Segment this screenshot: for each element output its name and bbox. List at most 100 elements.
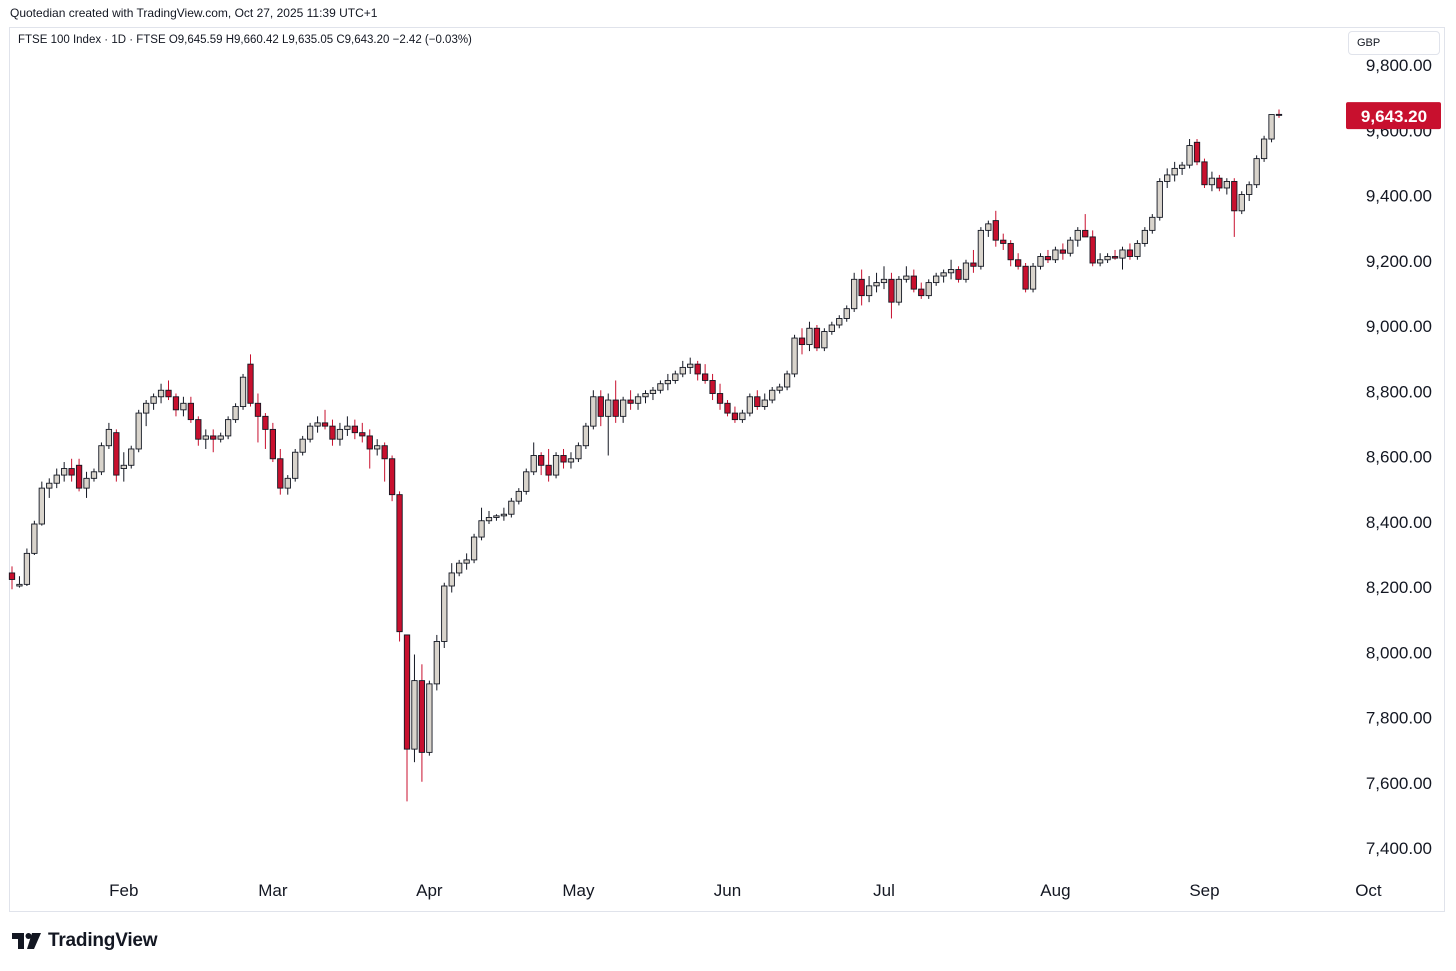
candle-body bbox=[1007, 242, 1014, 261]
candle-body bbox=[321, 422, 329, 427]
candle bbox=[269, 422, 276, 463]
candle bbox=[523, 468, 530, 495]
candle bbox=[299, 435, 306, 456]
candle-body bbox=[597, 396, 604, 417]
candle-body bbox=[754, 396, 761, 408]
candle bbox=[1208, 171, 1216, 192]
candle bbox=[754, 390, 761, 410]
candle-body bbox=[1000, 239, 1007, 244]
x-axis-tick-label: Sep bbox=[1189, 881, 1219, 900]
candle-body bbox=[783, 373, 791, 388]
candle-body bbox=[1044, 256, 1052, 261]
candle bbox=[560, 448, 567, 469]
candle bbox=[992, 210, 999, 247]
candle-body bbox=[16, 583, 23, 587]
candle bbox=[858, 269, 865, 306]
candle bbox=[851, 272, 858, 312]
y-axis-tick-label: 8,800.00 bbox=[1366, 382, 1432, 401]
candle-body bbox=[992, 220, 999, 241]
candle-body bbox=[53, 474, 60, 484]
candle bbox=[761, 393, 768, 410]
candle bbox=[232, 403, 239, 423]
candle bbox=[545, 448, 552, 482]
candle bbox=[746, 393, 753, 417]
candle-body bbox=[1193, 141, 1201, 163]
candle-body bbox=[1074, 229, 1081, 241]
candle-body bbox=[75, 464, 83, 489]
candle-body bbox=[664, 380, 671, 385]
candle-body bbox=[1156, 180, 1163, 218]
candle-body bbox=[1238, 194, 1245, 212]
candle bbox=[888, 272, 895, 319]
candle bbox=[217, 432, 224, 443]
candle bbox=[329, 419, 336, 446]
candle bbox=[247, 354, 254, 407]
candle bbox=[180, 396, 187, 417]
candle bbox=[1082, 214, 1089, 238]
candle-body bbox=[798, 337, 806, 346]
candle bbox=[381, 442, 388, 482]
candle-body bbox=[515, 490, 522, 502]
candle bbox=[791, 334, 798, 378]
candle-body bbox=[851, 278, 858, 310]
candle bbox=[90, 468, 98, 482]
candle-body bbox=[120, 464, 127, 470]
candle bbox=[157, 383, 165, 404]
x-axis-tick-label: Apr bbox=[416, 881, 443, 900]
candle-body bbox=[657, 383, 664, 391]
last-price-label: 9,643.20 bbox=[1361, 107, 1427, 126]
candle bbox=[1119, 246, 1126, 270]
candle-body bbox=[776, 386, 783, 391]
candle bbox=[634, 393, 642, 410]
candle bbox=[195, 416, 202, 446]
candle bbox=[225, 416, 232, 440]
candle bbox=[359, 422, 366, 443]
candle-body bbox=[381, 445, 388, 460]
candle bbox=[1268, 114, 1275, 143]
candle-body bbox=[865, 285, 873, 297]
candle bbox=[374, 439, 381, 456]
candle-body bbox=[90, 471, 98, 479]
candle bbox=[724, 400, 731, 417]
candle bbox=[538, 452, 545, 476]
tradingview-logo-icon bbox=[12, 933, 41, 949]
candle bbox=[1193, 139, 1201, 166]
candle-body bbox=[1119, 249, 1126, 259]
candle bbox=[8, 566, 16, 590]
y-axis-tick-label: 9,200.00 bbox=[1366, 252, 1432, 271]
candle bbox=[1059, 243, 1066, 260]
candle-body bbox=[791, 337, 798, 375]
last-price-badge bbox=[1346, 102, 1441, 130]
candle-body bbox=[359, 432, 366, 437]
candle-body bbox=[672, 373, 679, 381]
x-axis-tick-label: Jun bbox=[714, 881, 741, 900]
candle-body bbox=[1164, 174, 1171, 182]
candle-body bbox=[880, 278, 888, 284]
candle-body bbox=[441, 585, 448, 642]
candle bbox=[739, 409, 746, 423]
candle-body bbox=[858, 278, 865, 297]
candle-body bbox=[947, 269, 955, 274]
candle-body bbox=[769, 389, 776, 401]
currency-selector[interactable]: GBP bbox=[1348, 31, 1440, 55]
candle bbox=[776, 383, 783, 394]
candle-body bbox=[500, 513, 508, 517]
candle bbox=[314, 416, 321, 433]
candle bbox=[292, 448, 299, 482]
candle bbox=[1022, 263, 1029, 293]
candle-body bbox=[739, 412, 746, 421]
candle-body bbox=[306, 425, 314, 440]
candle-body bbox=[985, 223, 992, 231]
candle bbox=[1260, 135, 1268, 162]
candle bbox=[1074, 227, 1081, 247]
candle bbox=[433, 634, 440, 691]
candle-body bbox=[679, 366, 686, 375]
candle bbox=[821, 328, 828, 352]
candle-body bbox=[247, 363, 254, 404]
candle-body bbox=[1111, 256, 1119, 259]
candle bbox=[925, 279, 932, 299]
candle bbox=[597, 390, 604, 427]
candle bbox=[1201, 158, 1208, 188]
candle bbox=[620, 396, 627, 423]
